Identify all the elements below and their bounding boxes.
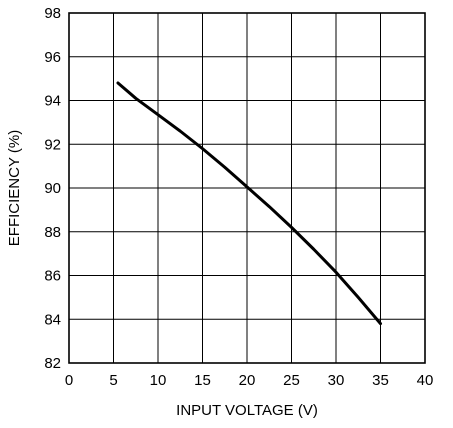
- x-axis-label: INPUT VOLTAGE (V): [176, 402, 318, 419]
- x-tick-label: 20: [239, 372, 256, 389]
- y-tick-label: 94: [44, 93, 61, 110]
- y-tick-label: 82: [44, 355, 61, 372]
- x-tick-labels: 0 5 10 15 20 25 30 35 40: [65, 372, 434, 389]
- y-tick-label: 86: [44, 268, 61, 285]
- y-tick-labels: 82 84 86 88 90 92 94 96 98: [44, 5, 61, 372]
- series-layer: [116, 81, 382, 326]
- x-tick-label: 15: [194, 372, 211, 389]
- y-tick-label: 84: [44, 311, 61, 328]
- y-tick-label: 90: [44, 180, 61, 197]
- plot-frame: [68, 12, 426, 364]
- y-axis-label: EFFICIENCY (%): [6, 130, 23, 246]
- y-tick-label: 92: [44, 136, 61, 153]
- x-tick-label: 25: [283, 372, 300, 389]
- x-tick-label: 35: [372, 372, 389, 389]
- y-tick-label: 88: [44, 224, 61, 241]
- efficiency-curve: [116, 81, 382, 326]
- x-tick-label: 5: [109, 372, 117, 389]
- x-tick-label: 40: [417, 372, 434, 389]
- grid-lines: [69, 13, 425, 363]
- x-tick-label: 30: [328, 372, 345, 389]
- x-tick-label: 10: [150, 372, 167, 389]
- y-tick-label: 96: [44, 49, 61, 66]
- y-tick-label: 98: [44, 5, 61, 22]
- x-tick-label: 0: [65, 372, 73, 389]
